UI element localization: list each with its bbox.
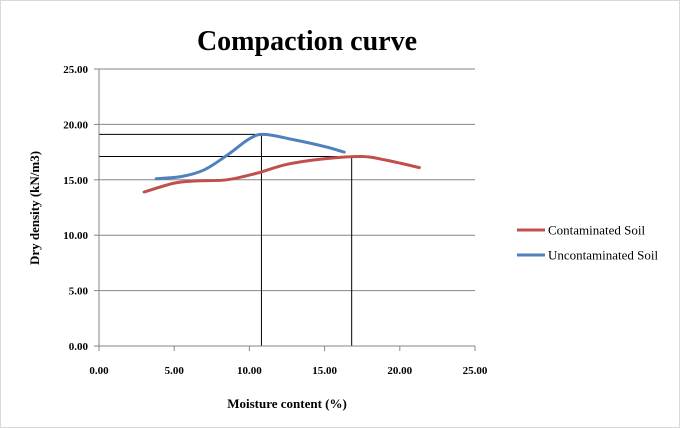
series-line-contaminated-soil xyxy=(142,154,421,194)
reference-lines xyxy=(99,133,353,346)
x-tick-label-4: 20.00 xyxy=(387,365,412,377)
y-tick-label-1: 5.00 xyxy=(69,286,89,298)
legend: Contaminated Soil Uncontaminated Soil xyxy=(517,223,659,263)
y-tick-label-0: 0.00 xyxy=(69,341,89,353)
legend-label-uncontaminated-soil: Uncontaminated Soil xyxy=(548,248,659,263)
series-line-uncontaminated-soil xyxy=(154,132,346,181)
series-lines xyxy=(142,132,421,194)
y-tick-label-5: 25.00 xyxy=(63,64,88,76)
x-tick-label-1: 5.00 xyxy=(165,365,185,377)
y-tick-label-2: 10.00 xyxy=(63,230,88,242)
x-tick-label-2: 10.00 xyxy=(237,365,262,377)
chart-title: Compaction curve xyxy=(197,26,417,57)
x-tick-label-3: 15.00 xyxy=(312,365,337,377)
x-axis-label: Moisture content (%) xyxy=(227,396,347,411)
y-tick-label-4: 20.00 xyxy=(63,119,88,131)
legend-label-contaminated-soil: Contaminated Soil xyxy=(548,223,646,238)
axes xyxy=(94,68,476,351)
tick-labels: 0.00 5.00 10.00 15.00 20.00 25.00 0.00 5.00 10.0… xyxy=(63,64,488,377)
x-tick-label-0: 0.00 xyxy=(89,365,109,377)
y-tick-label-3: 15.00 xyxy=(63,175,88,187)
x-tick-label-5: 25.00 xyxy=(463,365,488,377)
y-axis-label: Dry density (kN/m3) xyxy=(27,151,42,265)
